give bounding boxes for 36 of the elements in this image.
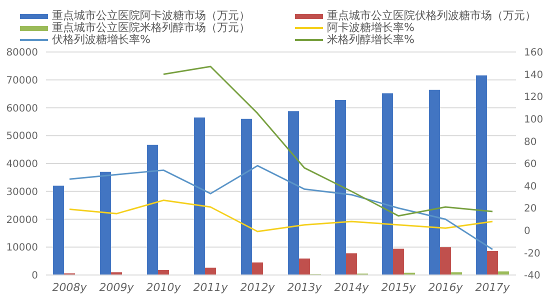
y-tick-label: 0 (32, 270, 38, 282)
y2-tick-label: 40 (524, 181, 537, 192)
y-tick-label: 10000 (6, 242, 38, 254)
y2-tick-label: 60 (524, 159, 537, 170)
y2-tick-label: 0 (524, 226, 530, 237)
y2-tick-label: -40 (524, 270, 540, 282)
y2-tick-label: -20 (524, 248, 540, 260)
y-tick-label: 20000 (6, 214, 38, 226)
y-tick-label: 70000 (6, 75, 38, 86)
x-tick-label: 2009y (99, 280, 134, 294)
y-tick-label: 30000 (6, 186, 38, 198)
x-tick-label: 2015y (381, 280, 416, 294)
y-tick-label: 40000 (6, 159, 38, 170)
legend-label: 米格列醇增长率% (327, 33, 414, 46)
legend-label: 重点城市公立医院伏格列波糖市场（万元） (327, 9, 536, 22)
legend-label: 重点城市公立医院阿卡波糖市场（万元） (52, 9, 250, 22)
x-tick-label: 2008y (52, 280, 88, 294)
y2-tick-label: 100 (524, 114, 544, 126)
x-tick-label: 2013y (287, 280, 322, 294)
legend-label: 伏格列波糖增长率% (52, 33, 150, 46)
x-tick-label: 2012y (240, 280, 276, 294)
x-tick-label: 2014y (334, 280, 370, 294)
legend-label: 阿卡波糖增长率% (327, 21, 414, 34)
x-tick-label: 2016y (428, 280, 464, 294)
y2-tick-label: 120 (524, 92, 544, 104)
y-tick-label: 50000 (6, 131, 38, 142)
x-tick-label: 2017y (475, 280, 510, 294)
y2-tick-label: 160 (524, 48, 544, 59)
y2-tick-label: 20 (524, 204, 537, 215)
legend-label: 重点城市公立医院米格列醇市场（万元） (52, 21, 250, 34)
x-tick-label: 2010y (146, 280, 182, 294)
y-tick-label: 80000 (6, 48, 38, 59)
y-tick-label: 60000 (6, 103, 38, 114)
x-tick-label: 2011y (193, 280, 228, 294)
y2-tick-label: 140 (524, 70, 544, 81)
y2-tick-label: 80 (524, 136, 537, 148)
